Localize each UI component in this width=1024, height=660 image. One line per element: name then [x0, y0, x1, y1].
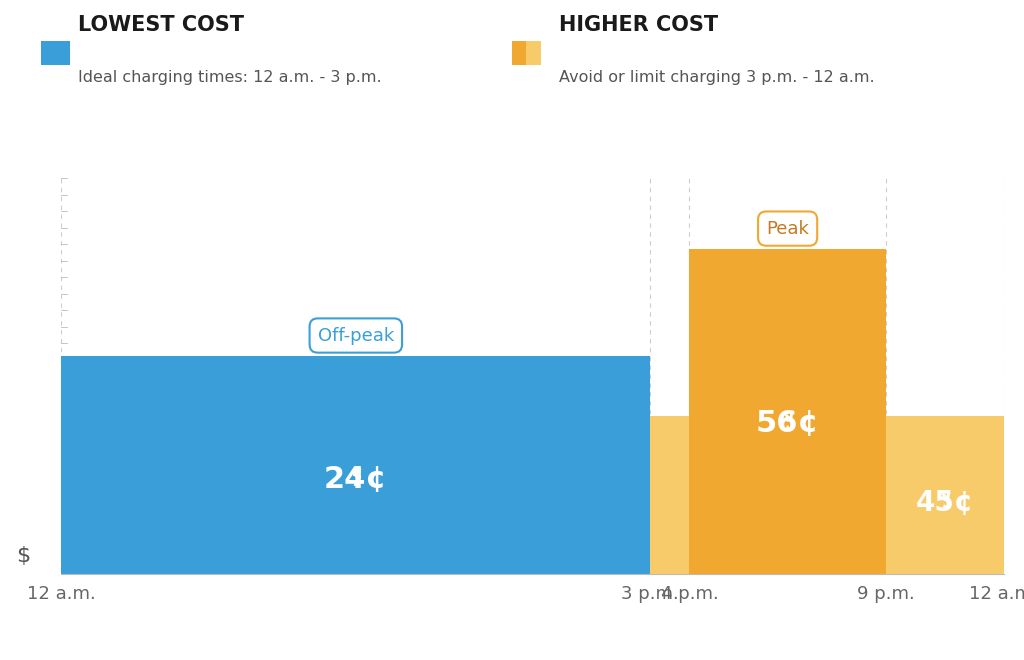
Text: $: $ [15, 546, 30, 566]
Text: Off-peak: Off-peak [317, 327, 394, 345]
Text: 45¢: 45¢ [915, 489, 974, 517]
Text: Avoid or limit charging 3 p.m. - 12 a.m.: Avoid or limit charging 3 p.m. - 12 a.m. [559, 70, 874, 84]
Text: 24¢: 24¢ [324, 465, 388, 494]
Bar [526, 41, 541, 65]
Text: 56¢: 56¢ [756, 409, 819, 438]
Bar [886, 416, 1004, 574]
Text: Peak: Peak [766, 220, 809, 238]
Bar [512, 41, 526, 65]
Text: HIGHER COST: HIGHER COST [559, 15, 718, 34]
Bar [689, 249, 886, 574]
Bar [61, 356, 650, 574]
Text: Ideal charging times: 12 a.m. - 3 p.m.: Ideal charging times: 12 a.m. - 3 p.m. [78, 70, 382, 84]
Bar [41, 41, 70, 65]
Bar [650, 416, 689, 574]
Text: LOWEST COST: LOWEST COST [78, 15, 244, 34]
